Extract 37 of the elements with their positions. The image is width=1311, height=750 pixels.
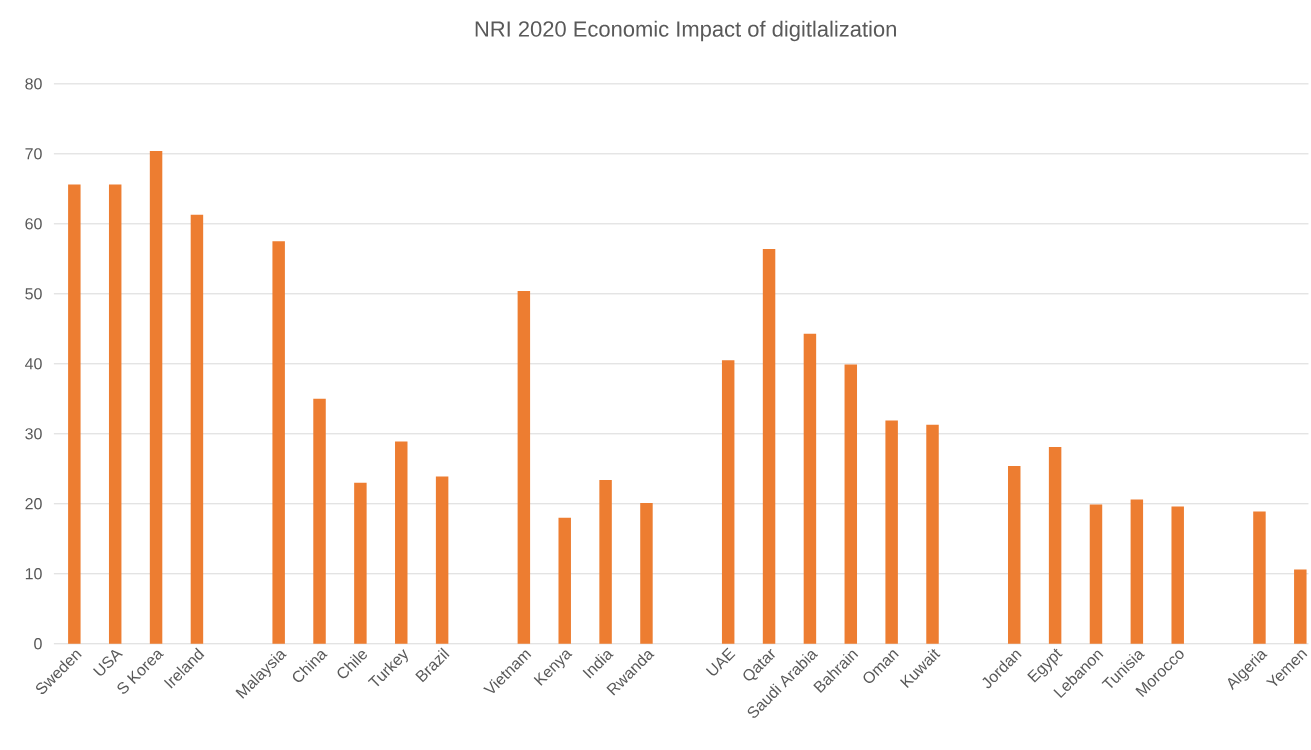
bar xyxy=(926,424,939,644)
y-tick-label: 70 xyxy=(25,148,42,160)
y-tick-label: 50 xyxy=(25,288,42,300)
bar xyxy=(1171,506,1184,644)
bar xyxy=(435,476,449,644)
bar xyxy=(354,482,367,644)
bar xyxy=(1253,511,1266,644)
y-tick-label: 60 xyxy=(25,218,42,230)
bar xyxy=(190,214,204,644)
y-tick-label: 80 xyxy=(25,78,42,90)
bar xyxy=(395,441,408,644)
chart-title: NRI 2020 Economic Impact of digitlalization xyxy=(475,20,896,42)
bar xyxy=(149,151,163,644)
y-tick-label: 20 xyxy=(25,498,42,510)
bar xyxy=(1130,499,1144,644)
y-tick-label: 30 xyxy=(25,428,42,440)
bar xyxy=(1089,504,1103,644)
bar xyxy=(68,184,81,644)
bar xyxy=(885,420,898,644)
bar xyxy=(640,503,653,644)
bar xyxy=(599,480,612,644)
bar xyxy=(721,360,735,644)
bar xyxy=(844,364,858,644)
bar xyxy=(762,249,776,644)
y-tick-label: 40 xyxy=(25,358,42,370)
y-tick-label: 10 xyxy=(25,568,42,580)
bar xyxy=(1048,447,1062,644)
bar xyxy=(803,333,817,644)
bar xyxy=(272,241,285,644)
bar xyxy=(517,291,531,644)
bar xyxy=(313,399,326,644)
bar xyxy=(1294,569,1307,644)
bar xyxy=(108,184,122,644)
bar xyxy=(558,517,571,644)
bar xyxy=(1008,466,1021,644)
x-tick-label: USA xyxy=(92,650,124,676)
y-tick-label: 0 xyxy=(34,638,42,650)
